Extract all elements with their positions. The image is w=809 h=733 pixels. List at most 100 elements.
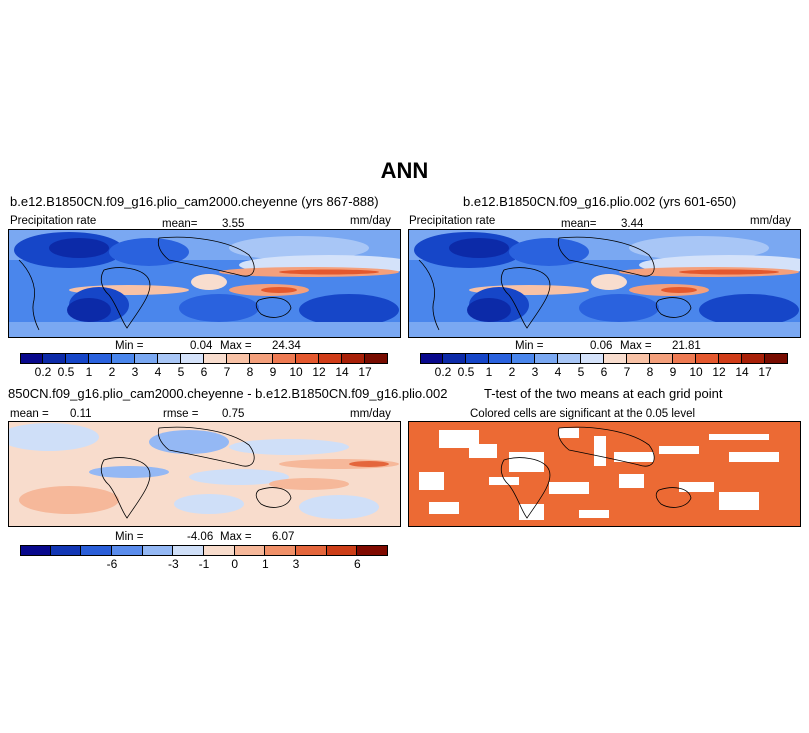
panel1-colorbar-cell bbox=[43, 353, 66, 364]
panel1-colorbar-tick-label: 7 bbox=[223, 365, 231, 379]
panel1-colorbar-tick-label: 4 bbox=[154, 365, 162, 379]
panel3-min-label: Min = bbox=[115, 531, 144, 543]
panel1-max-label: Max = bbox=[220, 340, 252, 352]
panel3-min-value: -4.06 bbox=[187, 531, 214, 543]
panel1-colorbar-cell bbox=[89, 353, 112, 364]
panel2-mean-label: mean= bbox=[561, 218, 597, 230]
panel2-colorbar-cell bbox=[627, 353, 650, 364]
panel2-colorbar-cell bbox=[489, 353, 512, 364]
panel2-colorbar-tick-label: 0.5 bbox=[457, 365, 475, 379]
panel2-units: mm/day bbox=[750, 215, 791, 227]
panel1-min-value: 0.04 bbox=[190, 340, 213, 352]
panel2-colorbar-tick-label: 14 bbox=[735, 365, 749, 379]
panel3-colorbar-cell bbox=[112, 545, 143, 556]
panel1-variable-label: Precipitation rate bbox=[10, 215, 97, 227]
panel2-min-value: 0.06 bbox=[590, 340, 613, 352]
panel1-colorbar-tick-label: 12 bbox=[312, 365, 326, 379]
panel2-colorbar: 0.2 0.5 1 2 3 4 5 6 7 8 9 10 12 14 17 bbox=[420, 353, 788, 383]
panel2-variable-label: Precipitation rate bbox=[409, 215, 496, 227]
panel3-colorbar-tick-label: -3 bbox=[167, 557, 179, 571]
panel2-colorbar-tick-label: 3 bbox=[531, 365, 539, 379]
panel2-mean-value: 3.44 bbox=[621, 218, 644, 230]
panel1-min-label: Min = bbox=[115, 340, 144, 352]
panel2-map bbox=[408, 229, 801, 338]
panel1-colorbar-tick-label: 0.2 bbox=[34, 365, 52, 379]
panel1-colorbar-cell bbox=[296, 353, 319, 364]
panel3-colorbar-cell bbox=[326, 545, 358, 556]
panel2-colorbar-tick-label: 1 bbox=[485, 365, 493, 379]
panel1-colorbar-cell bbox=[135, 353, 158, 364]
panel1-colorbar-tick-label: 10 bbox=[289, 365, 303, 379]
panel1-colorbar-cell bbox=[181, 353, 204, 364]
panel2-min-label: Min = bbox=[515, 340, 544, 352]
panel2-colorbar-tick-label: 10 bbox=[689, 365, 703, 379]
panel2-precip-field bbox=[409, 230, 800, 337]
panel2-colorbar-cell bbox=[581, 353, 604, 364]
panel3-colorbar-cell bbox=[50, 545, 82, 556]
panel1-colorbar-cell bbox=[66, 353, 89, 364]
panel2-colorbar-tick-label: 7 bbox=[623, 365, 631, 379]
panel3-map bbox=[8, 421, 401, 527]
panel1-colorbar-cell bbox=[273, 353, 296, 364]
panel3-colorbar: -6 -3 -1 0 1 3 6 bbox=[20, 545, 388, 575]
panel3-colorbar-tick-label: -6 bbox=[106, 557, 118, 571]
panel2-colorbar-cell bbox=[650, 353, 673, 364]
panel2-colorbar-tick-label: 17 bbox=[758, 365, 772, 379]
panel3-max-value: 6.07 bbox=[272, 531, 295, 543]
panel1-mean-label: mean= bbox=[162, 218, 198, 230]
panel2-colorbar-cell bbox=[558, 353, 581, 364]
panel1-max-value: 24.34 bbox=[272, 340, 301, 352]
panel3-colorbar-tick-label: 3 bbox=[292, 557, 300, 571]
panel2-colorbar-cell bbox=[719, 353, 742, 364]
panel1-colorbar-cell bbox=[204, 353, 227, 364]
panel1-colorbar-tick-label: 14 bbox=[335, 365, 349, 379]
panel2-colorbar-tick-label: 5 bbox=[577, 365, 585, 379]
panel3-title: 850CN.f09_g16.plio_cam2000.cheyenne - b.… bbox=[8, 386, 448, 401]
panel3-colorbar-cell bbox=[142, 545, 174, 556]
panel3-colorbar-cell bbox=[234, 545, 266, 556]
main-title: ANN bbox=[380, 158, 429, 183]
panel1-colorbar-tick-label: 6 bbox=[200, 365, 208, 379]
panel2-colorbar-cell bbox=[420, 353, 443, 364]
panel3-colorbar-cell bbox=[20, 545, 51, 556]
panel1-colorbar: 0.2 0.5 1 2 3 4 5 6 7 8 9 10 12 14 17 bbox=[20, 353, 388, 383]
panel1-colorbar-tick-label: 0.5 bbox=[57, 365, 75, 379]
panel3-colorbar-tick-label: 6 bbox=[353, 557, 361, 571]
panel1-colorbar-tick-label: 17 bbox=[358, 365, 372, 379]
panel2-colorbar-cell bbox=[443, 353, 466, 364]
panel3-units: mm/day bbox=[350, 408, 391, 420]
panel2-title: b.e12.B1850CN.f09_g16.plio.002 (yrs 601-… bbox=[463, 194, 737, 209]
panel1-colorbar-swatches bbox=[20, 353, 388, 364]
panel3-mean-label: mean = bbox=[10, 408, 49, 420]
panel1-colorbar-cell bbox=[158, 353, 181, 364]
panel1-colorbar-tick-label: 9 bbox=[269, 365, 277, 379]
panel1-map bbox=[8, 229, 401, 338]
panel3-max-label: Max = bbox=[220, 531, 252, 543]
panel1-mean-value: 3.55 bbox=[222, 218, 245, 230]
panel1-colorbar-tick-label: 5 bbox=[177, 365, 185, 379]
panel3-colorbar-tick-label: 0 bbox=[231, 557, 238, 571]
panel2-colorbar-cell bbox=[696, 353, 719, 364]
panel2-colorbar-tick-label: 2 bbox=[508, 365, 516, 379]
panel1-colorbar-tick-label: 2 bbox=[108, 365, 116, 379]
panel3-colorbar-swatches bbox=[20, 545, 388, 556]
panel1-colorbar-cell bbox=[250, 353, 273, 364]
panel1-colorbar-cell bbox=[112, 353, 135, 364]
panel1-precip-field bbox=[9, 230, 400, 337]
panel3-colorbar-cell bbox=[204, 545, 235, 556]
panel4-map bbox=[408, 421, 801, 527]
panel2-colorbar-cell bbox=[673, 353, 696, 364]
panel2-colorbar-cell bbox=[535, 353, 558, 364]
panel1-colorbar-tick-label: 1 bbox=[85, 365, 93, 379]
panel2-max-label: Max = bbox=[620, 340, 652, 352]
panel2-colorbar-cell bbox=[466, 353, 489, 364]
panel3-colorbar-tick-label: 1 bbox=[261, 557, 269, 571]
panel2-colorbar-tick-label: 6 bbox=[600, 365, 608, 379]
panel3-rmse-value: 0.75 bbox=[222, 408, 245, 420]
panel3-diff-field bbox=[9, 422, 400, 526]
panel2-colorbar-tick-label: 9 bbox=[669, 365, 677, 379]
panel3-colorbar-cell bbox=[296, 545, 327, 556]
panel1-colorbar-tick-label: 8 bbox=[246, 365, 254, 379]
panel1-colorbar-cell bbox=[20, 353, 43, 364]
panel1-colorbar-cell bbox=[342, 353, 365, 364]
